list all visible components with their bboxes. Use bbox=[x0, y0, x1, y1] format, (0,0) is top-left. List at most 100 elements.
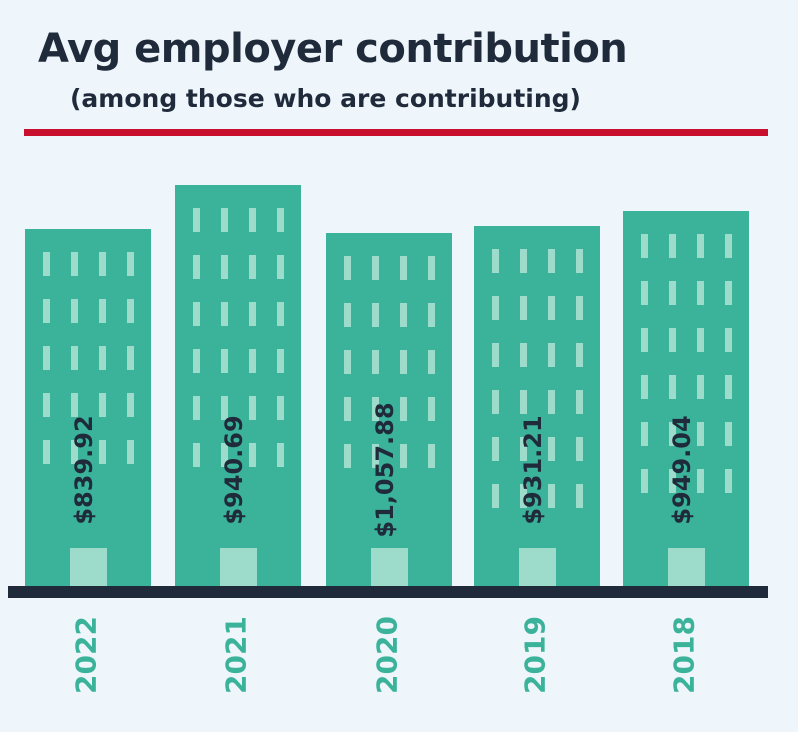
window bbox=[344, 444, 351, 468]
window bbox=[400, 444, 407, 468]
window bbox=[99, 440, 106, 464]
window bbox=[400, 256, 407, 280]
window bbox=[641, 281, 648, 305]
window bbox=[641, 422, 648, 446]
window bbox=[249, 255, 256, 279]
window bbox=[641, 375, 648, 399]
bar-group-2020: $1,057.88 2020 bbox=[326, 233, 452, 694]
window bbox=[127, 252, 134, 276]
bar-2018 bbox=[623, 211, 749, 588]
window bbox=[344, 256, 351, 280]
bar-group-2018: $949.04 2018 bbox=[623, 211, 749, 694]
category-label-2022: 2022 bbox=[70, 616, 103, 694]
door bbox=[519, 548, 556, 588]
window bbox=[193, 443, 200, 467]
window bbox=[520, 437, 527, 461]
window bbox=[71, 252, 78, 276]
window bbox=[669, 422, 676, 446]
window bbox=[99, 252, 106, 276]
door bbox=[220, 548, 257, 588]
window bbox=[249, 443, 256, 467]
title-divider bbox=[24, 129, 768, 136]
window bbox=[548, 484, 555, 508]
value-label-2022: $839.92 bbox=[70, 415, 98, 524]
window bbox=[193, 349, 200, 373]
window bbox=[249, 208, 256, 232]
window bbox=[520, 484, 527, 508]
chart-title: Avg employer contribution bbox=[38, 26, 628, 72]
window bbox=[221, 255, 228, 279]
door bbox=[668, 548, 705, 588]
window bbox=[697, 328, 704, 352]
bar-group-2019: $931.21 2019 bbox=[474, 226, 600, 694]
window bbox=[520, 249, 527, 273]
window bbox=[372, 350, 379, 374]
window bbox=[221, 349, 228, 373]
window bbox=[277, 208, 284, 232]
window bbox=[221, 302, 228, 326]
window bbox=[193, 208, 200, 232]
window bbox=[372, 303, 379, 327]
window bbox=[725, 281, 732, 305]
window bbox=[669, 234, 676, 258]
chart-subtitle: (among those who are contributing) bbox=[70, 84, 581, 113]
x-axis-baseline bbox=[8, 586, 768, 598]
window bbox=[641, 469, 648, 493]
window bbox=[193, 255, 200, 279]
window bbox=[725, 328, 732, 352]
window bbox=[520, 343, 527, 367]
window bbox=[71, 440, 78, 464]
window bbox=[400, 303, 407, 327]
door bbox=[70, 548, 107, 588]
window bbox=[548, 249, 555, 273]
window bbox=[725, 234, 732, 258]
window bbox=[249, 302, 256, 326]
window bbox=[99, 393, 106, 417]
category-label-2018: 2018 bbox=[668, 616, 701, 694]
window bbox=[43, 346, 50, 370]
window bbox=[277, 443, 284, 467]
window bbox=[725, 375, 732, 399]
door bbox=[371, 548, 408, 588]
window bbox=[428, 256, 435, 280]
window bbox=[697, 469, 704, 493]
bar-group-2022: $839.92 2022 bbox=[25, 229, 151, 694]
window bbox=[669, 328, 676, 352]
window bbox=[576, 484, 583, 508]
window bbox=[428, 303, 435, 327]
category-label-2019: 2019 bbox=[519, 616, 552, 694]
window bbox=[548, 390, 555, 414]
window bbox=[548, 437, 555, 461]
window bbox=[520, 390, 527, 414]
bar-group-2021: $940.69 2021 bbox=[175, 185, 301, 694]
window bbox=[492, 249, 499, 273]
window bbox=[221, 396, 228, 420]
window bbox=[99, 299, 106, 323]
window bbox=[548, 343, 555, 367]
window bbox=[428, 397, 435, 421]
window bbox=[725, 422, 732, 446]
window bbox=[697, 422, 704, 446]
window bbox=[344, 350, 351, 374]
window bbox=[221, 208, 228, 232]
window bbox=[344, 303, 351, 327]
value-label-2020: $1,057.88 bbox=[371, 402, 399, 537]
window bbox=[641, 328, 648, 352]
window bbox=[428, 350, 435, 374]
window bbox=[277, 255, 284, 279]
window bbox=[127, 440, 134, 464]
window bbox=[249, 396, 256, 420]
window bbox=[492, 437, 499, 461]
window bbox=[669, 281, 676, 305]
window bbox=[576, 437, 583, 461]
window bbox=[277, 349, 284, 373]
window bbox=[193, 302, 200, 326]
window bbox=[576, 343, 583, 367]
window bbox=[697, 375, 704, 399]
window bbox=[548, 296, 555, 320]
window bbox=[576, 296, 583, 320]
window bbox=[221, 443, 228, 467]
window bbox=[372, 256, 379, 280]
